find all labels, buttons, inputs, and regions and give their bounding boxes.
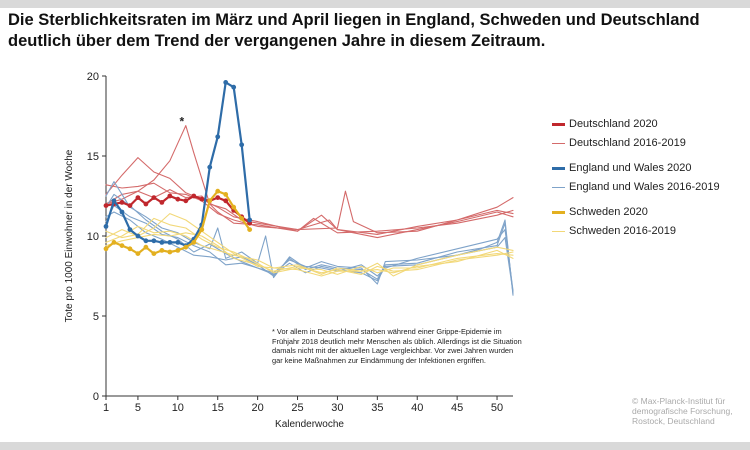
legend-label: Deutschland 2016-2019 [569, 137, 686, 149]
series-ew2020-point [159, 240, 165, 245]
legend-label: Deutschland 2020 [569, 118, 658, 130]
series-ew2020-point [215, 134, 221, 140]
y-tick-label: 10 [87, 231, 99, 243]
series-se2020-point [239, 216, 245, 221]
series-se2020-point [143, 244, 149, 250]
series-ew2020-point [103, 224, 109, 229]
series-ew2020-point [167, 240, 173, 245]
series-se2020-point [223, 192, 229, 197]
top-border [0, 0, 750, 8]
chart-title-line-1: Die Sterblichkeitsraten im März und Apri… [8, 11, 700, 29]
series-de2020-point [135, 195, 141, 201]
series-se2020-point [111, 240, 117, 245]
series-ew2020-point [119, 209, 125, 215]
series-de_prev-line-4 [105, 182, 514, 235]
legend-label: Schweden 2016-2019 [569, 225, 677, 237]
series-de2020-point [119, 200, 125, 205]
series-ew2020-point [135, 233, 141, 239]
series-ew2020-point [239, 142, 245, 148]
copyright-credit: © Max-Planck-Institut für demografische … [632, 396, 747, 426]
series-se2020-point [103, 246, 109, 252]
chart-title-line-2: deutlich über dem Trend der vergangenen … [8, 32, 546, 50]
series-de2020-point [103, 203, 109, 209]
legend-swatch-se-prev [552, 231, 565, 232]
series-ew2020-point [151, 238, 157, 244]
bottom-border [0, 442, 750, 450]
series-de2020-point [151, 195, 157, 201]
legend-label: England und Wales 2020 [569, 162, 692, 174]
legend-label: Schweden 2020 [569, 206, 648, 218]
credit-line-3: Rostock, Deutschland [632, 416, 715, 426]
legend-swatch-de-prev [552, 143, 565, 144]
series-se2020-point [151, 251, 157, 256]
series-de2020-point [167, 193, 173, 199]
x-tick-label: 10 [172, 402, 184, 414]
series-ew_prev-line-1 [105, 181, 514, 296]
series-se2020-point [199, 227, 205, 233]
series-se_prev-line-3 [105, 213, 514, 277]
series-se2020-point [175, 248, 181, 253]
x-tick-label: 20 [252, 402, 264, 414]
series-se2020-point [119, 243, 125, 249]
series-se2020-point [135, 251, 141, 256]
y-tick-label: 15 [87, 151, 99, 163]
x-tick-label: 40 [411, 402, 423, 414]
series-se2020-point [231, 204, 237, 210]
series-se2020-point [127, 246, 133, 252]
legend-swatch-ew2020 [552, 167, 565, 170]
series-ew2020-line [104, 81, 251, 247]
series-de2020-point [191, 193, 197, 199]
legend-label: England und Wales 2016-2019 [569, 181, 720, 193]
x-tick-label: 45 [451, 402, 463, 414]
legend-swatch-de2020 [552, 123, 565, 126]
annotation-note: * Vor allem in Deutschland starben währe… [272, 327, 522, 365]
chart-title: Die Sterblichkeitsraten im März und Apri… [8, 10, 748, 52]
series-se2020-point [167, 249, 173, 255]
x-tick-label: 5 [135, 402, 141, 414]
annotation-star: * [179, 115, 184, 129]
y-tick-label: 0 [93, 391, 99, 403]
x-tick-label: 30 [331, 402, 343, 414]
series-ew2020-point [207, 164, 213, 170]
series-ew_prev-line-4 [105, 205, 514, 293]
series-se2020-point [207, 198, 213, 204]
x-tick-label: 25 [291, 402, 303, 414]
series-se2020-point [183, 244, 189, 250]
series-de2020-point [127, 203, 133, 209]
credit-line-1: © Max-Planck-Institut für [632, 396, 726, 406]
y-axis-label: Tote pro 1000 Einwohner in der Woche [64, 149, 75, 322]
legend-swatch-se2020 [552, 211, 565, 214]
series-se2020-point [191, 240, 197, 245]
series-ew2020-point [223, 80, 229, 85]
x-tick-label: 1 [103, 402, 109, 414]
x-tick-label: 35 [371, 402, 383, 414]
series-se_prev-line-4 [105, 232, 514, 275]
legend-swatch-ew-prev [552, 187, 565, 188]
series-de2020-point [199, 196, 205, 202]
y-tick-label: 20 [87, 71, 99, 83]
series-se2020-point [247, 227, 253, 233]
series-de2020-point [175, 196, 181, 202]
series-ew2020-point [175, 240, 181, 245]
series-ew2020-point [143, 238, 149, 244]
series-de2020-point [223, 198, 229, 204]
series-se2020-point [159, 248, 165, 253]
series-ew2020-point [231, 84, 237, 90]
x-tick-label: 15 [212, 402, 224, 414]
series-de2020-point [143, 201, 149, 207]
series-de2020-point [183, 198, 189, 204]
x-axis-label: Kalenderwoche [275, 419, 344, 430]
series-se2020-point [215, 188, 221, 194]
series-de2020-point [159, 200, 165, 205]
y-tick-label: 5 [93, 311, 99, 323]
series-ew2020-point [111, 198, 117, 204]
series-ew2020-point [247, 217, 253, 223]
x-tick-label: 50 [491, 402, 503, 414]
series-ew2020-point [127, 227, 133, 233]
credit-line-2: demografische Forschung, [632, 406, 733, 416]
series-de2020-point [215, 195, 221, 201]
